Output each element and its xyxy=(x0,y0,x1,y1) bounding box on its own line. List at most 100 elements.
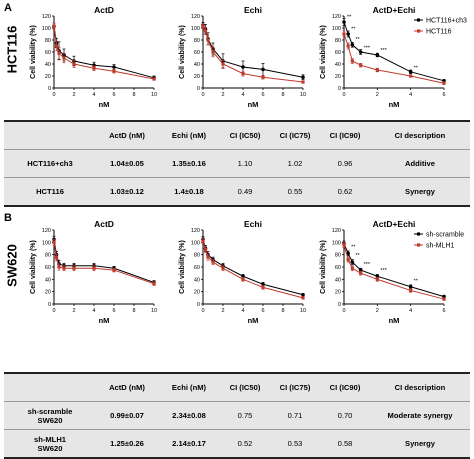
significance-label: ** xyxy=(414,278,419,284)
y-tick-label: 20 xyxy=(335,74,341,80)
y-tick-label: 60 xyxy=(45,50,51,56)
significance-label: ** xyxy=(355,253,360,259)
table-cell: 1.4±0.18 xyxy=(174,187,204,196)
panel-b-cell-label: SW620 xyxy=(4,244,20,287)
data-point xyxy=(206,255,210,259)
y-tick-label: 80 xyxy=(335,38,341,44)
panel-a-letter: A xyxy=(4,2,12,14)
y-tick-label: 100 xyxy=(191,26,200,32)
data-point xyxy=(92,266,96,270)
chart-b-echi: Echi 0 20 40 60 80 100 120 0 2 4 6 8 10 nM Cell viabili… xyxy=(179,219,306,325)
data-point xyxy=(203,248,208,252)
series-line xyxy=(202,24,304,78)
data-point xyxy=(342,20,346,24)
x-tick-label: 8 xyxy=(281,92,284,98)
x-tick-label: 8 xyxy=(132,92,135,98)
y-tick-label: 60 xyxy=(194,265,200,271)
y-tick-label: 120 xyxy=(191,14,200,20)
table-cell: 1.10 xyxy=(220,149,270,178)
data-point xyxy=(57,265,61,269)
x-tick-label: 6 xyxy=(261,92,264,98)
x-tick-label: 4 xyxy=(409,308,412,314)
chart-title: Echi xyxy=(244,219,262,229)
y-axis-label: Cell viability (%) xyxy=(179,240,186,294)
significance-label: *** xyxy=(380,268,387,274)
data-point xyxy=(442,297,446,301)
x-tick-label: 6 xyxy=(261,308,264,314)
table-header-cell: CI (IC75) xyxy=(270,121,320,150)
data-point xyxy=(358,50,363,54)
data-point xyxy=(112,65,116,69)
x-tick-label: 6 xyxy=(112,308,115,314)
y-tick-label: 20 xyxy=(45,74,51,80)
data-point xyxy=(72,62,76,66)
x-tick-label: 4 xyxy=(409,92,412,98)
data-point xyxy=(201,239,205,243)
x-tick-label: 8 xyxy=(132,308,135,314)
x-tick-label: 4 xyxy=(92,308,95,314)
table-cell: Synergy xyxy=(405,439,435,448)
table-header-cell: CI (IC90) xyxy=(320,121,370,150)
y-tick-label: 120 xyxy=(332,228,341,234)
data-point xyxy=(346,44,350,48)
y-axis-label: Cell viability (%) xyxy=(30,240,37,294)
table-header-cell: CI (IC90) xyxy=(320,373,370,402)
data-point xyxy=(54,256,59,260)
significance-label: ** xyxy=(355,37,360,43)
legend-marker xyxy=(417,29,421,33)
series-line xyxy=(53,239,155,283)
x-tick-label: 10 xyxy=(300,92,306,98)
y-tick-label: 60 xyxy=(335,265,341,271)
chart-title: Echi xyxy=(244,5,262,15)
x-axis-label: nM xyxy=(389,316,400,325)
table-cell: 0.52 xyxy=(237,439,253,448)
data-point xyxy=(52,24,56,28)
y-tick-label: 100 xyxy=(191,240,200,246)
data-point xyxy=(409,74,413,78)
x-axis-label: nM xyxy=(248,100,259,109)
data-point xyxy=(203,29,208,33)
data-point xyxy=(346,251,350,256)
y-tick-label: 0 xyxy=(338,86,341,92)
significance-label: ** xyxy=(414,65,419,71)
x-axis-label: nM xyxy=(99,316,110,325)
x-tick-label: 8 xyxy=(281,308,284,314)
data-point xyxy=(152,77,156,81)
chart-a-echi: Echi 0 20 40 60 80 100 120 0 2 4 6 8 10 nM Cell viabili… xyxy=(179,5,306,109)
x-tick-label: 2 xyxy=(72,92,75,98)
y-tick-label: 20 xyxy=(194,74,200,80)
x-tick-label: 2 xyxy=(72,308,75,314)
y-tick-label: 0 xyxy=(338,302,341,308)
table-row: sh-MLH1 SW620 1.25±0.26 2.14±0.17 0.52 0… xyxy=(4,430,470,459)
y-tick-label: 80 xyxy=(45,38,51,44)
y-axis-label: Cell viability (%) xyxy=(179,25,186,79)
data-point xyxy=(52,240,56,244)
table-cell: sh-scramble SW620 xyxy=(4,401,96,430)
legend-label: sh-scramble xyxy=(426,232,464,239)
y-tick-label: 20 xyxy=(194,290,200,296)
y-tick-label: 100 xyxy=(42,240,51,246)
significance-label: *** xyxy=(364,46,371,52)
table-header-cell: Echi (nM) xyxy=(158,121,220,150)
data-point xyxy=(350,260,355,264)
series-line xyxy=(53,26,155,80)
y-tick-label: 0 xyxy=(48,86,51,92)
legend-label: sh-MLH1 xyxy=(426,243,455,250)
table-row: HCT116 1.03±0.12 1.4±0.18 0.49 0.55 0.62… xyxy=(4,178,470,207)
y-tick-label: 80 xyxy=(45,253,51,259)
table-cell: 0.53 xyxy=(287,439,303,448)
table-cell: 1.03±0.12 xyxy=(110,187,144,196)
series-line xyxy=(202,239,304,296)
x-tick-label: 0 xyxy=(201,308,204,314)
y-tick-label: 40 xyxy=(194,277,200,283)
data-point xyxy=(211,260,215,264)
table-cell: HCT116 xyxy=(36,187,64,196)
data-point xyxy=(72,266,76,270)
table-cell: 1.25±0.26 xyxy=(110,439,144,448)
significance-label: ** xyxy=(351,245,356,251)
y-tick-label: 100 xyxy=(42,26,51,32)
data-point xyxy=(350,266,354,270)
data-point xyxy=(112,268,116,272)
table-header-cell: CI description xyxy=(370,121,470,150)
table-cell: 0.99±0.07 xyxy=(96,401,158,430)
